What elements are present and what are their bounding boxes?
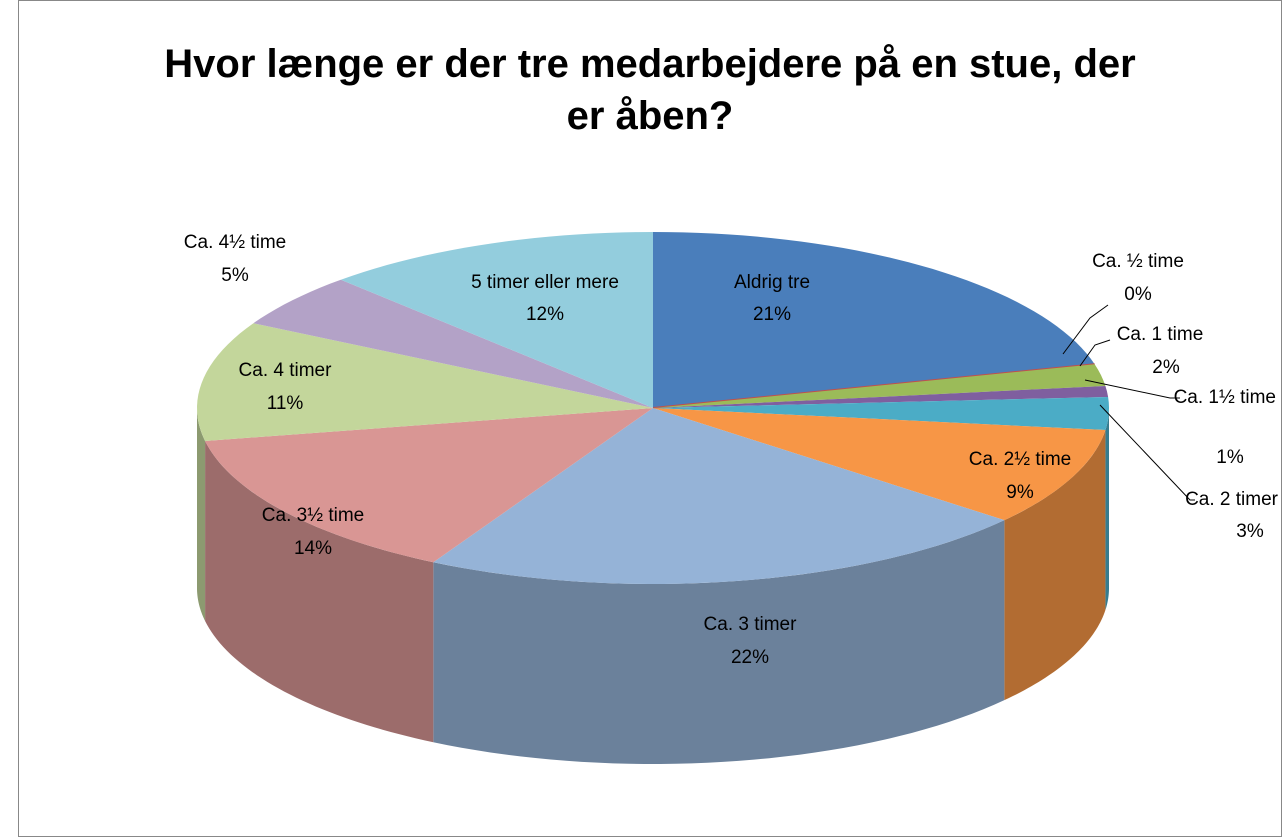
data-label-value: 2% (1152, 357, 1180, 378)
data-label-name: Ca. 2½ time (969, 449, 1071, 470)
leader-line (1084, 379, 1180, 399)
chart-title: Hvor længe er der tre medarbejdere på en… (164, 42, 1136, 138)
pie-sides (197, 408, 1109, 764)
slice (340, 232, 653, 408)
slice-side (433, 520, 1005, 764)
data-label-value: 14% (294, 538, 332, 559)
slice-side (1105, 408, 1109, 611)
data-label-name: Ca. 4 timer (239, 360, 333, 381)
slice-side (197, 408, 206, 621)
data-label-value: 1% (1216, 447, 1244, 468)
data-label-value: 21% (753, 304, 791, 325)
data-label-value: 0% (1124, 284, 1152, 305)
data-label-name: Ca. 3½ time (262, 505, 364, 526)
data-label-value: 11% (267, 393, 304, 414)
chart-frame (18, 0, 1282, 837)
data-label-name: 5 timer eller mere (471, 272, 619, 293)
data-label-name: Ca. 1½ time (1174, 387, 1276, 408)
slice (653, 396, 1109, 431)
data-label-value: 22% (731, 647, 769, 668)
data-label-name: Ca. 3 timer (704, 614, 798, 635)
pie-tops (197, 232, 1109, 584)
data-label-name: Ca. ½ time (1092, 251, 1184, 272)
data-label-name: Ca. 4½ time (184, 232, 286, 253)
data-label-value: 9% (1006, 482, 1034, 503)
data-label-name: Ca. 1 time (1117, 324, 1204, 345)
data-label-value: 12% (526, 304, 564, 325)
data-label-value: 5% (221, 265, 249, 286)
slice (653, 364, 1106, 408)
slice (653, 408, 1106, 521)
data-label-name: Ca. 2 timer (1185, 489, 1279, 510)
slice (197, 323, 653, 441)
slice-side (1004, 430, 1106, 701)
slice (653, 385, 1109, 408)
leader-line (1079, 339, 1111, 367)
data-label-name: Aldrig tre (734, 272, 810, 293)
leader-line (1099, 404, 1195, 501)
leader-line (1062, 304, 1109, 355)
slice (205, 408, 653, 563)
slice (253, 279, 653, 408)
slice-side (205, 440, 434, 743)
slice (433, 408, 1005, 584)
slice (653, 232, 1095, 408)
data-label-value: 3% (1236, 521, 1264, 542)
